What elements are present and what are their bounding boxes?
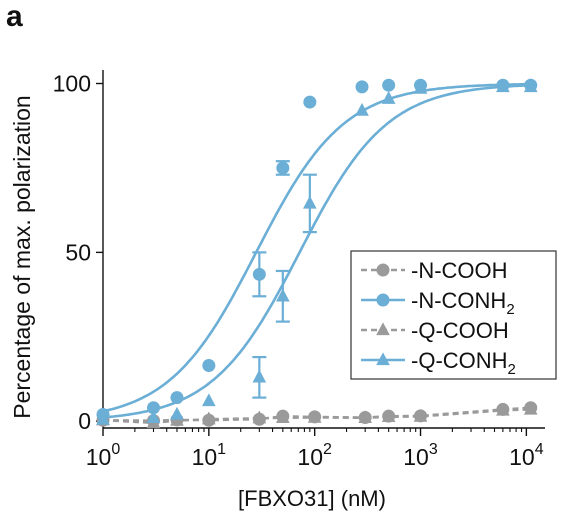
data-point-s3-7	[355, 102, 369, 116]
data-point-s3-0	[96, 411, 110, 425]
legend-marker	[376, 352, 390, 366]
data-point-s2-9	[413, 408, 428, 422]
data-point-s1-5	[276, 161, 290, 175]
data-point-s1-3	[202, 359, 216, 373]
data-point-s1-8	[382, 78, 396, 92]
data-point-s1-2	[170, 391, 184, 405]
legend-label: -N-COOH	[411, 258, 508, 283]
x-axis-label: [FBXO31] (nM)	[238, 486, 386, 511]
data-point-s1-6	[303, 95, 317, 109]
y-axis-label: Percentage of max. polarization	[9, 95, 35, 418]
data-point-s3-6	[303, 195, 317, 209]
data-point-s3-11	[523, 79, 538, 93]
data-point-s2-4	[252, 410, 267, 424]
x-tick-label: 104	[509, 441, 544, 470]
data-point-s3-9	[413, 80, 428, 94]
x-tick-label: 103	[403, 441, 438, 470]
panel-label: a	[6, 0, 23, 33]
data-point-s3-5	[275, 288, 290, 302]
data-point-s3-10	[496, 79, 510, 93]
data-point-s1-7	[355, 80, 369, 94]
y-tick-label: 0	[78, 408, 91, 434]
data-point-s2-3	[202, 411, 216, 425]
data-point-s3-8	[381, 91, 396, 104]
x-tick-label: 102	[297, 441, 332, 470]
data-point-s2-10	[496, 402, 510, 416]
x-tick-label: 101	[192, 441, 227, 470]
axes: 0 50 100 100 101 102 103 104 [FBXO31] (nM) Percen…	[9, 70, 545, 511]
data-point-s2-6	[307, 409, 322, 423]
y-tick-label: 100	[53, 71, 91, 97]
legend-label: -Q-COOH	[411, 318, 509, 343]
data-point-s2-8	[381, 409, 396, 423]
data-marks	[96, 78, 538, 429]
data-point-s1-1	[146, 401, 160, 415]
fit-curve-1	[102, 82, 531, 413]
data-point-s1-4	[252, 267, 266, 281]
legend-marker	[376, 322, 390, 336]
x-tick-label: 100	[86, 441, 121, 470]
data-point-s3-4	[252, 369, 267, 383]
data-point-s2-5	[275, 410, 290, 424]
data-point-s3-2	[170, 406, 184, 420]
data-point-s2-7	[358, 410, 373, 424]
legend-marker	[376, 293, 390, 307]
data-point-s3-1	[146, 410, 161, 424]
y-tick-label: 50	[65, 239, 91, 265]
legend: -N-COOH-N-CONH2-Q-COOH-Q-CONH2	[350, 250, 557, 380]
legend-marker	[376, 263, 390, 277]
data-point-s3-3	[202, 393, 216, 407]
data-point-s2-11	[523, 401, 538, 415]
